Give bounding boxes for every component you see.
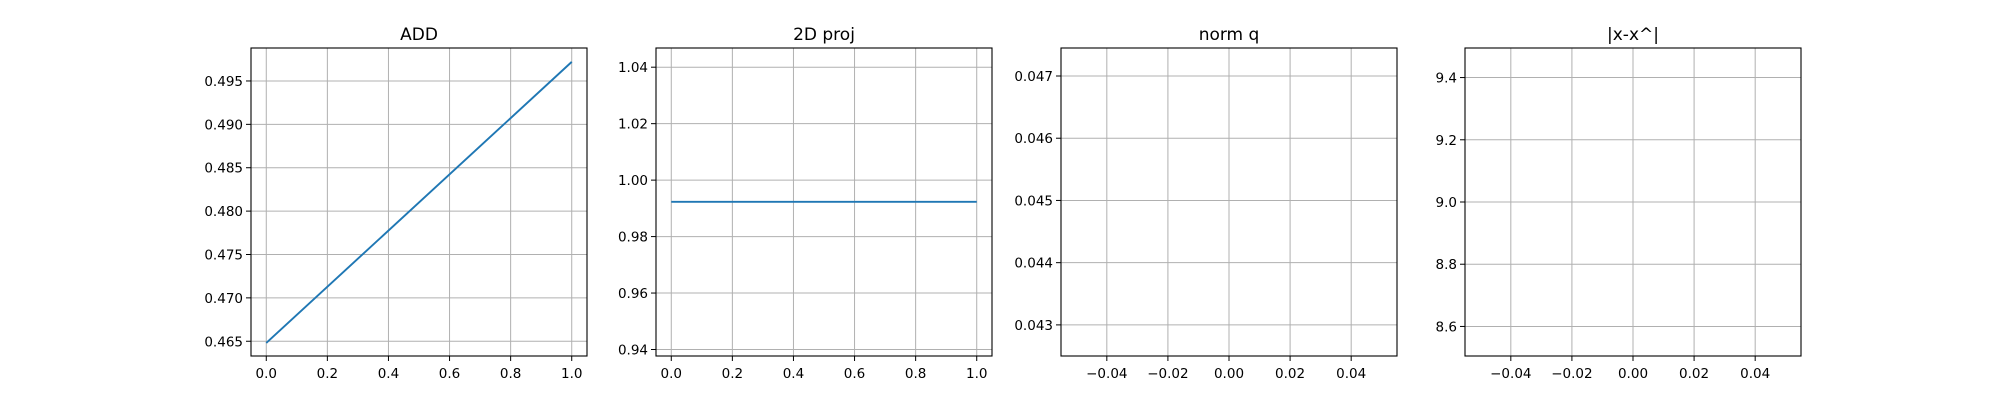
x-tick-label: 1.0 bbox=[561, 366, 582, 382]
y-tick-label: 0.96 bbox=[618, 286, 648, 302]
x-tick-label: 0.04 bbox=[1740, 366, 1770, 382]
x-tick-label: 0.2 bbox=[317, 366, 338, 382]
x-tick-label: −0.02 bbox=[1551, 366, 1592, 382]
plot-area-frame bbox=[1464, 47, 1802, 357]
y-tick-label: 0.495 bbox=[204, 74, 243, 90]
y-tick-label: 0.470 bbox=[204, 291, 243, 307]
x-tick-label: 0.0 bbox=[661, 366, 682, 382]
x-tick-label: −0.04 bbox=[1490, 366, 1531, 382]
y-tick-label: 0.485 bbox=[204, 161, 243, 177]
chart-title: norm q bbox=[1199, 25, 1260, 45]
y-tick-label: 1.02 bbox=[618, 117, 648, 133]
x-tick-label: 0.4 bbox=[378, 366, 399, 382]
chart-title: |x-x^| bbox=[1607, 25, 1659, 45]
series-line bbox=[265, 61, 573, 344]
chart-title: ADD bbox=[400, 25, 438, 45]
y-tick-label: 0.94 bbox=[618, 343, 648, 359]
plot-area-frame bbox=[1060, 47, 1398, 357]
y-tick-label: 8.8 bbox=[1436, 257, 1457, 273]
x-tick-label: −0.02 bbox=[1147, 366, 1188, 382]
chart-title: 2D proj bbox=[793, 25, 855, 45]
plot-area-frame bbox=[655, 47, 993, 357]
x-tick-label: 0.02 bbox=[1275, 366, 1305, 382]
x-tick-label: 0.04 bbox=[1336, 366, 1366, 382]
x-tick-label: 0.6 bbox=[844, 366, 865, 382]
x-tick-label: 0.4 bbox=[783, 366, 804, 382]
x-tick-label: 0.00 bbox=[1618, 366, 1648, 382]
y-tick-label: 0.490 bbox=[204, 117, 243, 133]
x-tick-label: 0.2 bbox=[722, 366, 743, 382]
y-tick-label: 1.00 bbox=[618, 173, 648, 189]
x-tick-label: 0.8 bbox=[905, 366, 926, 382]
y-tick-label: 0.98 bbox=[618, 230, 648, 246]
y-tick-label: 0.465 bbox=[204, 334, 243, 350]
x-tick-label: 0.0 bbox=[256, 366, 277, 382]
y-tick-label: 0.045 bbox=[1014, 193, 1053, 209]
x-tick-label: 1.0 bbox=[966, 366, 987, 382]
plot-area-frame bbox=[250, 47, 588, 357]
y-tick-label: 1.04 bbox=[618, 60, 648, 76]
y-tick-label: 8.6 bbox=[1436, 319, 1457, 335]
x-tick-label: 0.02 bbox=[1679, 366, 1709, 382]
y-tick-label: 9.4 bbox=[1436, 71, 1457, 87]
y-tick-label: 0.043 bbox=[1014, 318, 1053, 334]
x-tick-label: 0.6 bbox=[439, 366, 460, 382]
y-tick-label: 9.2 bbox=[1436, 133, 1457, 149]
y-tick-label: 0.044 bbox=[1014, 256, 1053, 272]
chart-panel-2d-proj: 2D proj 0.0 0.2 0.4 0.6 0.8 1.0 0.94 0.96 0.98 1.… bbox=[618, 25, 993, 382]
x-tick-label: −0.04 bbox=[1086, 366, 1127, 382]
y-tick-label: 0.480 bbox=[204, 204, 243, 220]
y-tick-label: 0.046 bbox=[1014, 131, 1053, 147]
chart-panel-add: ADD 0.0 0.2 0.4 0.6 0.8 1.0 0.465 0.470 0.475 0.4… bbox=[204, 25, 588, 382]
y-tick-label: 0.047 bbox=[1014, 69, 1053, 85]
chart-panel-norm-q: norm q −0.04 −0.02 0.00 0.02 0.04 0.043 0.044 0… bbox=[1014, 25, 1398, 382]
chart-panel-abs-error: |x-x^| −0.04 −0.02 0.00 0.02 0.04 8.6 8.8 9.0 9.… bbox=[1436, 25, 1802, 382]
y-tick-label: 9.0 bbox=[1436, 195, 1457, 211]
x-tick-label: 0.00 bbox=[1214, 366, 1244, 382]
y-tick-label: 0.475 bbox=[204, 247, 243, 263]
x-tick-label: 0.8 bbox=[500, 366, 521, 382]
